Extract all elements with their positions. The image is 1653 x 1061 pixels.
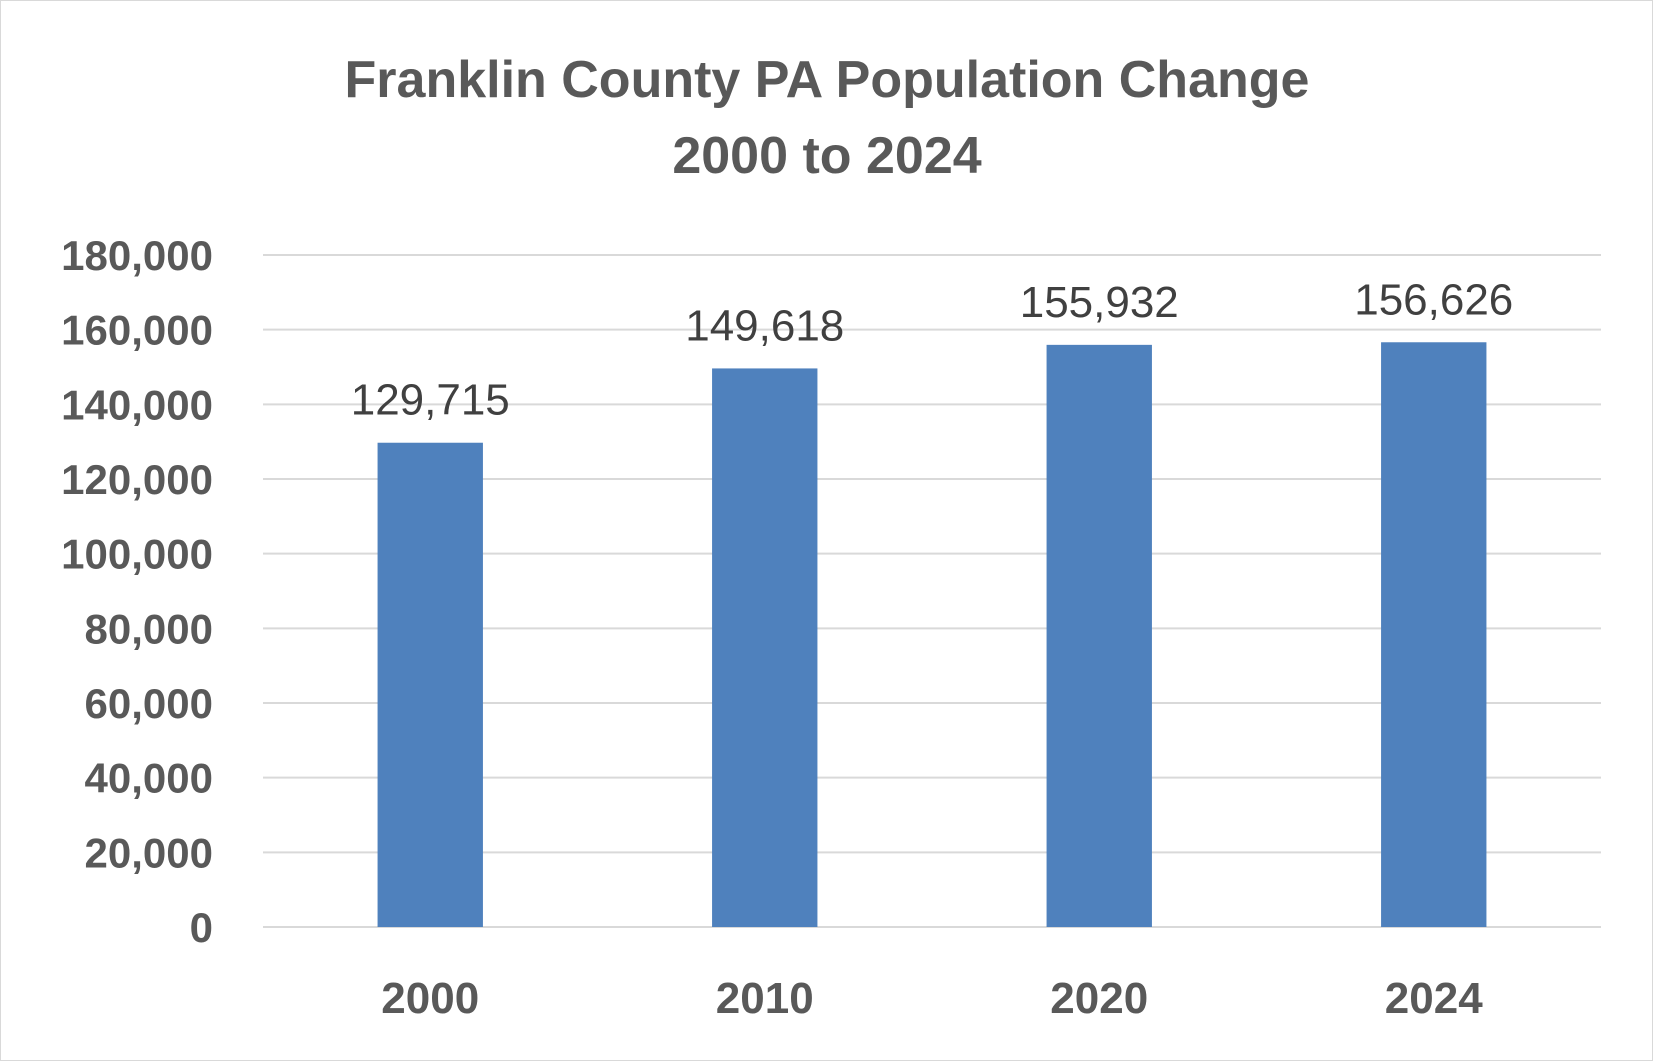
y-tick-label: 120,000 bbox=[61, 456, 213, 503]
data-label-2020: 155,932 bbox=[1020, 278, 1179, 327]
bar-2000 bbox=[377, 442, 483, 927]
y-tick-label: 20,000 bbox=[85, 829, 213, 876]
gridlines bbox=[263, 254, 1601, 928]
x-tick-label-2024: 2024 bbox=[1385, 974, 1483, 1023]
chart-title-line1: Franklin County PA Population Change bbox=[345, 51, 1310, 109]
x-axis-ticks: 2000 2010 2020 2024 bbox=[381, 974, 1483, 1023]
y-tick-label: 40,000 bbox=[85, 755, 213, 802]
data-label-2000: 129,715 bbox=[351, 376, 510, 425]
data-label-2010: 149,618 bbox=[685, 301, 844, 350]
y-tick-label: 180,000 bbox=[61, 232, 213, 279]
y-tick-label: 0 bbox=[190, 904, 213, 951]
x-tick-label-2020: 2020 bbox=[1050, 974, 1148, 1023]
y-tick-label: 140,000 bbox=[61, 381, 213, 428]
y-tick-label: 100,000 bbox=[61, 531, 213, 578]
bar-2020 bbox=[1046, 344, 1152, 927]
bar-2024 bbox=[1381, 342, 1487, 927]
y-tick-label: 60,000 bbox=[85, 680, 213, 727]
x-tick-label-2000: 2000 bbox=[381, 974, 479, 1023]
y-tick-label: 160,000 bbox=[61, 307, 213, 354]
bar-2010 bbox=[712, 368, 818, 927]
data-labels: 129,715 149,618 155,932 156,626 bbox=[351, 275, 1514, 424]
y-tick-label: 80,000 bbox=[85, 605, 213, 652]
x-tick-label-2010: 2010 bbox=[716, 974, 814, 1023]
bars bbox=[377, 342, 1487, 927]
data-label-2024: 156,626 bbox=[1354, 275, 1513, 324]
y-axis-ticks: 0 20,000 40,000 60,000 80,000 100,000 120,000 1… bbox=[61, 232, 213, 951]
chart-title-line2: 2000 to 2024 bbox=[672, 127, 981, 185]
